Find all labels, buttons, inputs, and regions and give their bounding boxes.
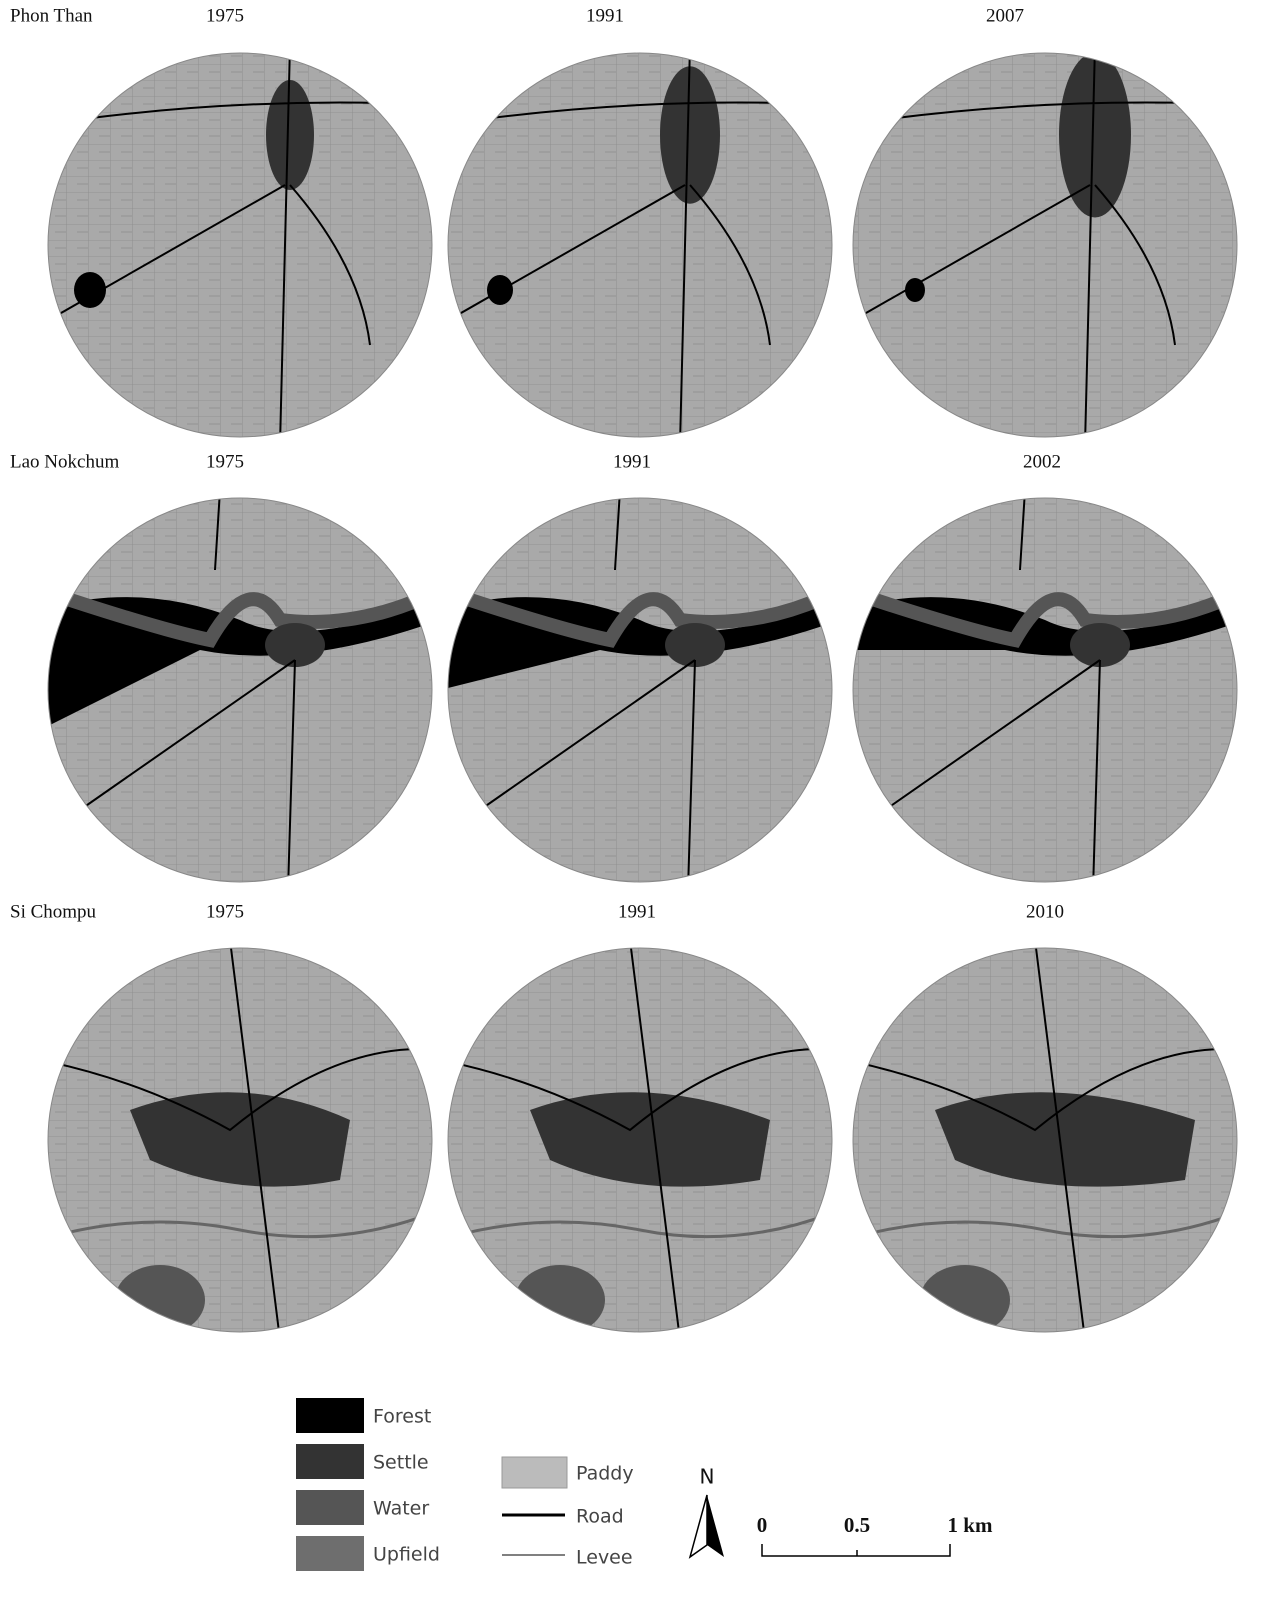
map-border [47, 52, 433, 438]
paddy-area [48, 53, 432, 437]
year-label: 2002 [1023, 451, 1061, 472]
arrow-left [688, 1494, 708, 1559]
arrow-right [707, 1495, 724, 1557]
road [48, 948, 432, 1332]
maps: Phon Than 1975 1991 2007 Lao Nokchum 1975 1991… [10, 5, 1238, 1333]
scale-label: 0 [757, 1513, 768, 1537]
legend-label: Forest [373, 1406, 431, 1428]
settlement [530, 1092, 770, 1187]
scale-label: 0.5 [844, 1513, 870, 1537]
paddy-area [448, 53, 832, 437]
settlement [1070, 623, 1130, 667]
legend-swatch [296, 1444, 364, 1479]
river [48, 583, 432, 648]
scale-line [761, 1544, 951, 1557]
upfield [515, 1265, 605, 1332]
land-use-map [448, 53, 832, 437]
water [48, 1208, 432, 1242]
road [884, 498, 1101, 882]
forest [905, 278, 925, 302]
map-border [447, 497, 833, 883]
year-label: 1991 [618, 901, 656, 922]
road [448, 53, 832, 437]
legend-label: Settle [373, 1452, 429, 1474]
year-label: 1991 [613, 451, 651, 472]
site-label: Si Chompu [10, 901, 97, 922]
road [853, 948, 1237, 1332]
map-border [852, 947, 1238, 1333]
settlement [265, 623, 325, 667]
land-use-map [48, 498, 432, 882]
legend-label: Paddy [576, 1463, 634, 1485]
river [448, 583, 832, 648]
water [853, 1208, 1237, 1242]
water [448, 1208, 832, 1242]
paddy-area [448, 498, 832, 882]
map-border [852, 52, 1238, 438]
land-use-map [48, 948, 432, 1332]
legend-swatch [296, 1490, 364, 1525]
land-use-map [48, 53, 432, 437]
scale-label: 1 km [948, 1513, 993, 1537]
settlement [130, 1092, 350, 1187]
year-label: 1991 [586, 5, 624, 26]
road [479, 498, 696, 882]
legend-swatch [501, 1456, 568, 1489]
year-label: 2010 [1026, 901, 1064, 922]
land-use-map [853, 948, 1237, 1332]
scale-bar: 0 0.5 1 km [757, 1513, 993, 1557]
road [448, 948, 832, 1332]
road [48, 53, 432, 437]
site-label: Lao Nokchum [10, 451, 119, 472]
land-use-map [853, 53, 1237, 437]
legend: Forest Settle Water Upfield Paddy Road L… [296, 1398, 634, 1571]
upfield [115, 1265, 205, 1332]
map-border [447, 52, 833, 438]
legend-label: Road [576, 1506, 624, 1528]
legend-label: Levee [576, 1547, 633, 1569]
year-label: 2007 [986, 5, 1024, 26]
river [853, 583, 1237, 648]
site-label: Phon Than [10, 5, 93, 26]
map-border [852, 497, 1238, 883]
paddy-area [853, 498, 1237, 882]
settlement [935, 1092, 1195, 1187]
legend-swatch [296, 1536, 364, 1571]
forest [74, 272, 106, 308]
map-border [447, 947, 833, 1333]
settlement [1059, 53, 1131, 218]
year-label: 1975 [206, 5, 244, 26]
north-label: N [700, 1465, 715, 1489]
settlement [266, 80, 314, 190]
legend-label: Water [373, 1498, 429, 1520]
year-label: 1975 [206, 451, 244, 472]
settlement [665, 623, 725, 667]
map-border [47, 497, 433, 883]
map-border [47, 947, 433, 1333]
land-use-map [448, 498, 832, 882]
legend-swatch [296, 1398, 364, 1433]
year-label: 1975 [206, 901, 244, 922]
land-use-map [448, 948, 832, 1332]
settlement [660, 66, 720, 204]
upfield [920, 1265, 1010, 1332]
road [853, 53, 1237, 437]
road [79, 498, 296, 882]
north-arrow: N [688, 1465, 724, 1559]
land-use-map [853, 498, 1237, 882]
paddy-area [853, 53, 1237, 437]
forest [48, 597, 432, 730]
forest [853, 597, 1237, 656]
legend-label: Upfield [373, 1544, 440, 1566]
